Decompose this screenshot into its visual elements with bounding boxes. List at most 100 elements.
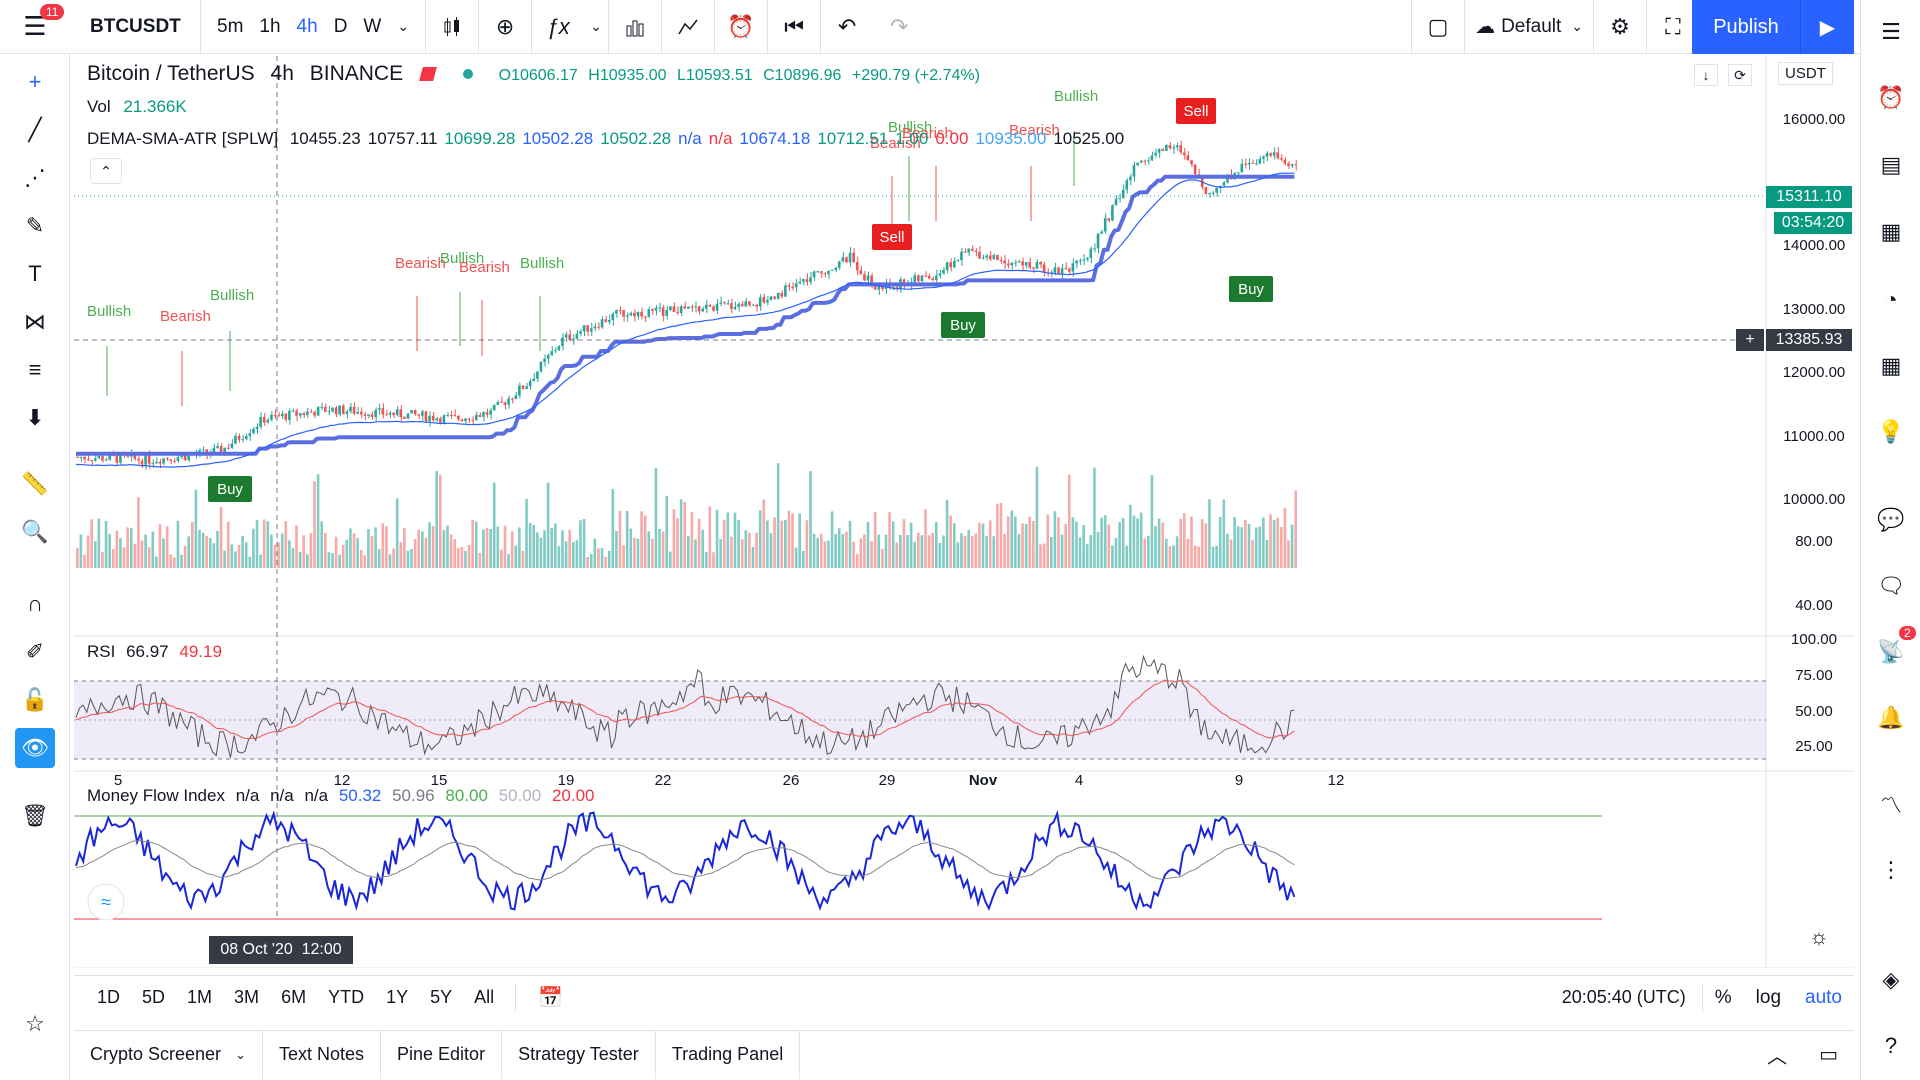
- range-ytd[interactable]: YTD: [328, 987, 365, 1007]
- range-3m[interactable]: 3M: [234, 987, 260, 1007]
- layers-icon[interactable]: ◈: [1882, 967, 1900, 992]
- trash-icon[interactable]: 🗑: [21, 803, 49, 828]
- layout-select-icon[interactable]: ▢: [1427, 13, 1449, 39]
- percent-scale-button[interactable]: %: [1714, 986, 1732, 1008]
- dom-icon[interactable]: ⋮: [1880, 857, 1902, 882]
- auto-scale-button[interactable]: auto: [1805, 986, 1842, 1008]
- indicators-dropdown-icon[interactable]: ⌄: [590, 18, 602, 34]
- candles-icon[interactable]: [426, 0, 478, 54]
- tab-text-notes[interactable]: Text Notes: [263, 1030, 382, 1079]
- volume-bar: [651, 538, 654, 568]
- ruler-icon[interactable]: 📏: [21, 471, 49, 496]
- trendline-icon[interactable]: ╱: [28, 117, 42, 142]
- zoom-icon[interactable]: 🔍: [21, 519, 49, 544]
- news-icon[interactable]: ▦: [1880, 219, 1902, 244]
- undo-icon[interactable]: ↶: [837, 13, 857, 39]
- chevron-up-icon[interactable]: ︿: [1767, 1046, 1788, 1068]
- fib-icon[interactable]: ⋰: [24, 165, 46, 190]
- pie-chart-icon[interactable]: ◔: [1884, 287, 1898, 312]
- private-chat-icon[interactable]: 🗨: [1877, 573, 1905, 598]
- range-1m[interactable]: 1M: [187, 987, 213, 1007]
- interval-1h[interactable]: 1h: [259, 15, 281, 37]
- range-1d[interactable]: 1D: [97, 987, 121, 1007]
- candle-body: [1280, 158, 1283, 160]
- flag-icon[interactable]: [419, 67, 437, 82]
- magnet-icon[interactable]: ∩: [27, 591, 43, 616]
- mfi-tick: 100.00: [1791, 631, 1837, 648]
- interval-w[interactable]: W: [363, 15, 382, 37]
- hotlist-icon[interactable]: 〽: [1879, 793, 1902, 818]
- alert-icon[interactable]: ⏰: [727, 13, 755, 39]
- tab-crypto-screener[interactable]: Crypto Screener ⌄: [74, 1030, 263, 1079]
- symbol-search[interactable]: BTCUSDT: [90, 15, 181, 37]
- financials-icon[interactable]: [609, 0, 661, 54]
- publish-button[interactable]: Publish: [1692, 0, 1800, 54]
- mfi-label[interactable]: Money Flow Index: [87, 786, 225, 805]
- interval-dropdown-icon[interactable]: ⌄: [397, 18, 410, 34]
- prediction-icon[interactable]: ≡: [28, 357, 42, 382]
- watchlist-icon[interactable]: ☰: [1881, 19, 1901, 44]
- rsi-label[interactable]: RSI: [87, 642, 116, 661]
- text-icon[interactable]: T: [28, 261, 42, 286]
- time-axis-settings-icon[interactable]: ☼: [1809, 924, 1829, 949]
- candle-body: [155, 461, 158, 464]
- time-axis[interactable]: 5 12 15 19 22 26 29 Nov 4 9 12: [114, 772, 1345, 789]
- help-icon[interactable]: ?: [1884, 1033, 1898, 1058]
- gear-icon[interactable]: ⚙: [1610, 13, 1630, 39]
- play-icon[interactable]: ▶: [1800, 0, 1854, 54]
- range-5d[interactable]: 5D: [142, 987, 166, 1007]
- stay-drawing-icon[interactable]: ✐: [25, 639, 45, 664]
- templates-icon[interactable]: [662, 0, 714, 54]
- range-all[interactable]: All: [474, 987, 495, 1007]
- scale-down-icon[interactable]: ↓: [1694, 64, 1718, 86]
- arrow-down-icon[interactable]: ⬇: [25, 405, 45, 430]
- candle-body: [992, 255, 996, 260]
- indicators-icon[interactable]: ƒx: [546, 13, 570, 39]
- legend-title[interactable]: Bitcoin / TetherUS: [87, 62, 255, 85]
- tab-pine-editor[interactable]: Pine Editor: [381, 1030, 503, 1079]
- alarm-clock-icon[interactable]: ⏰: [1877, 85, 1905, 110]
- candle-body: [568, 334, 571, 340]
- tab-trading-panel[interactable]: Trading Panel: [656, 1030, 801, 1079]
- bearish-label: Bearish: [1009, 122, 1060, 139]
- price-tick: 10000.00: [1783, 491, 1846, 508]
- indicator-name[interactable]: DEMA-SMA-ATR [SPLW]: [87, 129, 279, 148]
- compare-add-icon[interactable]: ⊕: [495, 13, 515, 39]
- refresh-icon[interactable]: ⟳: [1728, 64, 1752, 86]
- currency-label[interactable]: USDT: [1778, 62, 1833, 85]
- chats-icon[interactable]: 💬: [1877, 507, 1905, 532]
- interval-d[interactable]: D: [333, 15, 348, 37]
- fullscreen-icon[interactable]: ⛶: [1665, 13, 1681, 39]
- range-5y[interactable]: 5Y: [430, 987, 453, 1007]
- pattern-icon[interactable]: ⋈: [24, 309, 46, 334]
- tab-strategy-tester[interactable]: Strategy Tester: [502, 1030, 656, 1079]
- price-axis[interactable]: 16000.00 14000.00 13000.00 12000.00 11000.00…: [1783, 111, 1846, 755]
- menu-button[interactable]: ☰ 11: [0, 0, 70, 54]
- collapse-legend-button[interactable]: ⌃: [90, 158, 122, 184]
- range-6m[interactable]: 6M: [281, 987, 307, 1007]
- chart-canvas[interactable]: Bullish BearishBullishBearishBullishBeari…: [74, 56, 1854, 968]
- interval-5m[interactable]: 5m: [217, 15, 244, 37]
- add-alert-plus-icon[interactable]: +: [1736, 329, 1764, 351]
- brush-icon[interactable]: ✎: [25, 213, 45, 238]
- range-1y[interactable]: 1Y: [386, 987, 409, 1007]
- star-icon[interactable]: ☆: [25, 1011, 45, 1036]
- lock-icon[interactable]: 🔓: [21, 687, 49, 712]
- cloud-layout-button[interactable]: ☁ Default ⌄: [1465, 0, 1593, 54]
- maximize-panel-icon[interactable]: ▭: [1819, 1044, 1838, 1066]
- interval-4h[interactable]: 4h: [296, 15, 318, 37]
- goto-date-icon[interactable]: 📅: [538, 987, 564, 1009]
- bell-icon[interactable]: 🔔: [1877, 705, 1905, 730]
- volume-bar: [913, 541, 917, 568]
- data-window-icon[interactable]: ▤: [1880, 152, 1902, 177]
- ideas-icon[interactable]: 💡: [1877, 419, 1905, 444]
- replay-icon[interactable]: ⏮: [784, 13, 804, 39]
- calendar-icon[interactable]: ▦: [1880, 353, 1902, 378]
- candle-body: [927, 275, 931, 279]
- log-scale-button[interactable]: log: [1755, 986, 1782, 1008]
- hide-drawings-icon[interactable]: 👁: [15, 728, 55, 768]
- crosshair-icon[interactable]: +: [28, 69, 42, 94]
- utc-clock[interactable]: 20:05:40 (UTC): [1561, 987, 1686, 1007]
- streams-icon[interactable]: 📡 2: [1871, 626, 1916, 672]
- vol-label[interactable]: Vol: [87, 97, 111, 116]
